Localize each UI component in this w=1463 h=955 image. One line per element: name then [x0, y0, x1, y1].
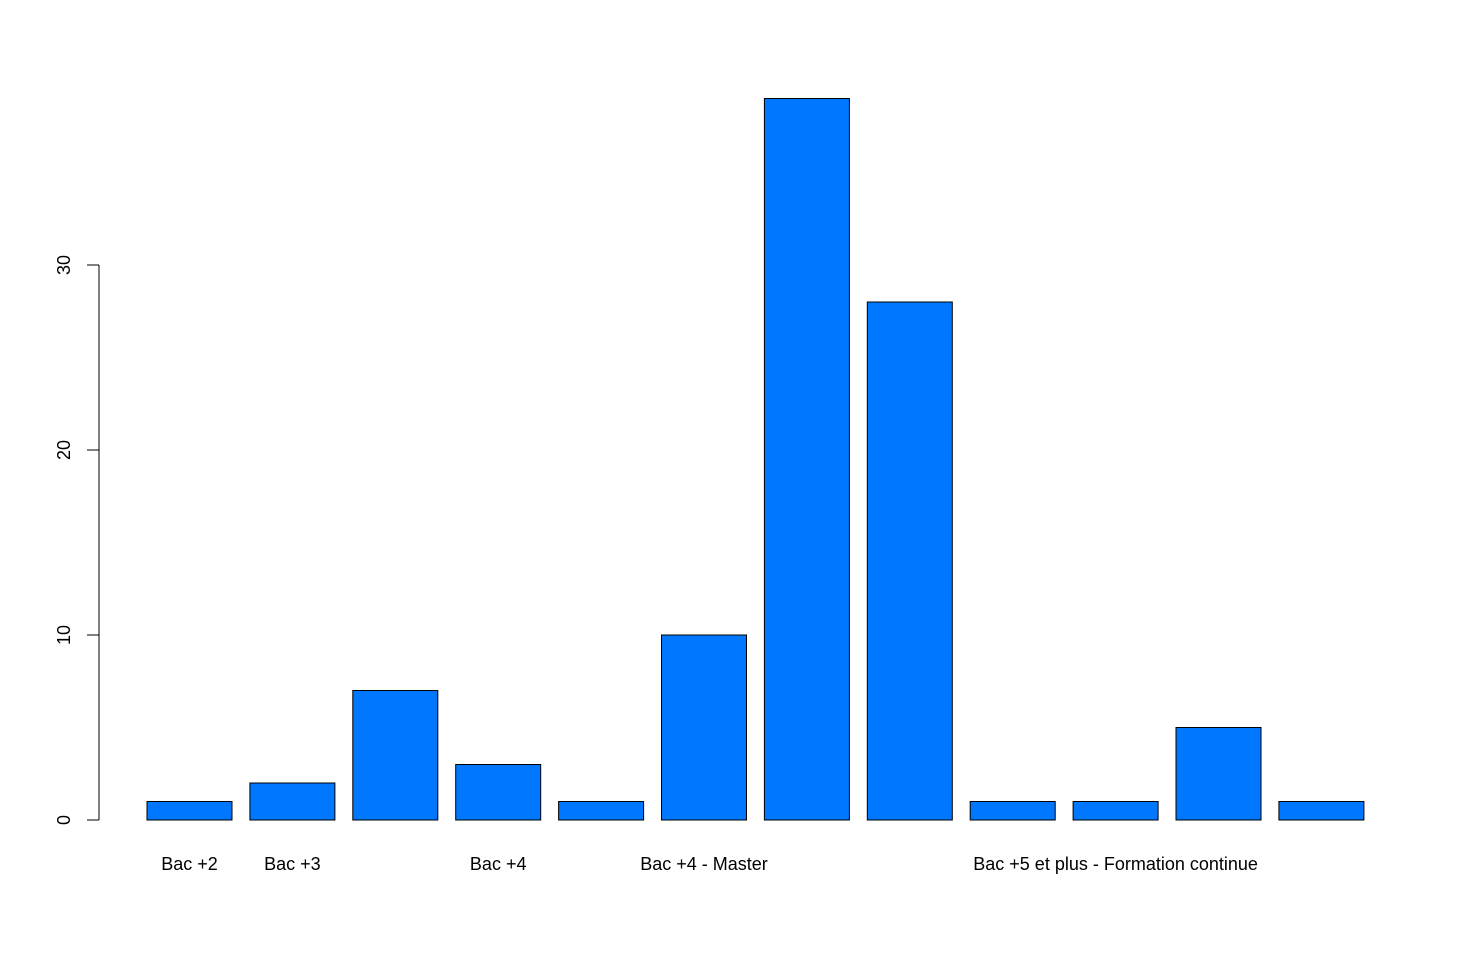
bar-2: [352, 690, 439, 821]
bar-11: [1278, 801, 1365, 821]
x-tick-label-0: Bac +2: [161, 854, 218, 874]
y-tick-label-3: 30: [54, 255, 74, 275]
bar-6: [763, 98, 850, 821]
bar-4: [558, 801, 645, 821]
y-tick-label-2: 20: [54, 440, 74, 460]
x-axis-labels: Bac +2 Bac +3 Bac +4 Bac +4 - Master Bac +5 …: [161, 854, 1258, 874]
x-tick-label-1: Bac +3: [264, 854, 321, 874]
y-tick-label-1: 10: [54, 625, 74, 645]
x-tick-label-9: Bac +5 et plus - Formation continue: [973, 854, 1258, 874]
bar-0: [146, 801, 233, 821]
bar-7: [866, 301, 953, 821]
y-tick-label-0: 0: [54, 815, 74, 825]
bar-5: [661, 634, 747, 821]
bar-1: [249, 782, 336, 821]
bar-9: [1072, 801, 1159, 821]
x-tick-label-3: Bac +4: [470, 854, 527, 874]
bar-10: [1175, 727, 1262, 821]
bar-3: [455, 764, 542, 821]
y-axis: 0 10 20 30: [54, 255, 100, 825]
bars-layer: [146, 98, 1365, 821]
x-tick-label-5: Bac +4 - Master: [640, 854, 768, 874]
bar-8: [969, 801, 1056, 821]
